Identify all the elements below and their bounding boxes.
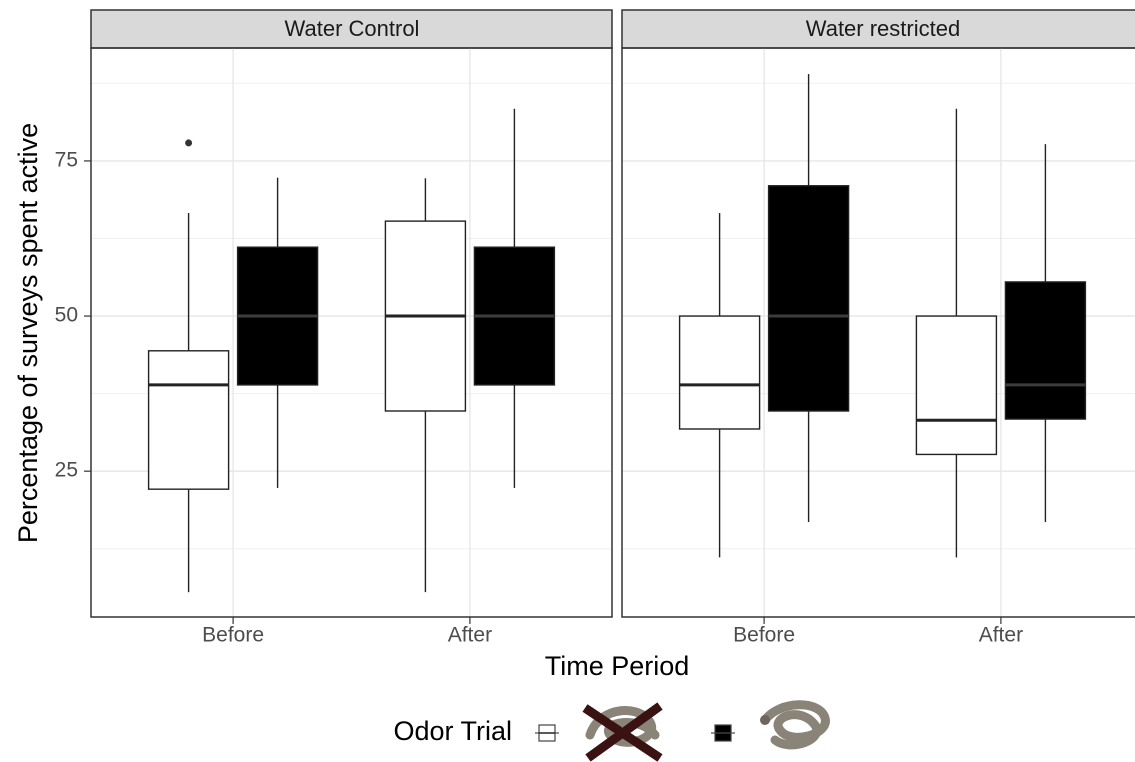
legend-icon-snake <box>760 705 825 745</box>
box <box>1005 282 1085 419</box>
y-tick-label: 75 <box>55 148 78 171</box>
page: {"chart_data": { "type": "box", "y_label… <box>0 0 1135 762</box>
box <box>680 316 760 429</box>
box <box>916 316 996 454</box>
legend-icon-snake-crossed <box>585 706 660 758</box>
x-tick-label: Before <box>202 624 264 647</box>
x-tick-label: After <box>448 624 492 647</box>
box <box>769 186 849 411</box>
y-tick-label: 50 <box>55 304 78 327</box>
x-tick-label: Before <box>733 624 795 647</box>
box <box>149 351 229 489</box>
strip-label: Water restricted <box>806 16 960 41</box>
strip-label: Water Control <box>285 16 420 41</box>
legend-title: Odor Trial <box>393 716 512 746</box>
x-axis-title: Time Period <box>545 651 690 681</box>
y-tick-label: 25 <box>55 459 78 482</box>
y-axis-title: Percentage of surveys spent active <box>13 123 43 543</box>
chart: Percentage of surveys spent active Time … <box>0 0 1135 762</box>
outlier <box>185 139 192 146</box>
x-tick-label: After <box>979 624 1023 647</box>
